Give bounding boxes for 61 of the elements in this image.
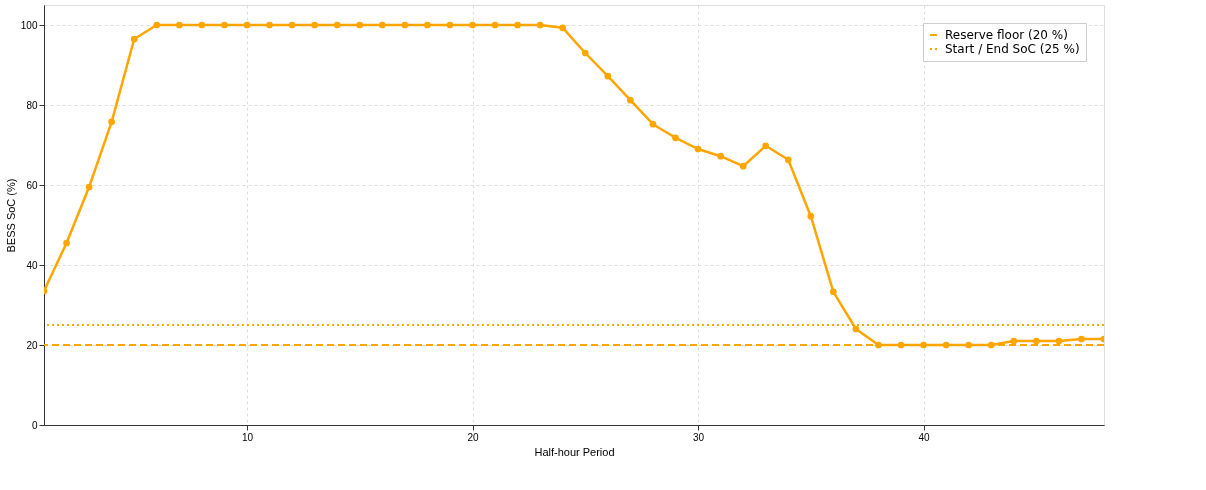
point — [198, 21, 206, 29]
point — [311, 21, 318, 29]
legend-label: Start / End SoC (25 %) — [945, 42, 1080, 56]
point — [875, 341, 882, 349]
legend-label: Reserve floor (20 %) — [945, 28, 1068, 42]
point — [739, 162, 747, 170]
point — [807, 212, 815, 220]
point — [920, 341, 927, 349]
point — [469, 21, 476, 29]
point — [581, 49, 589, 57]
point — [288, 21, 296, 29]
point — [627, 96, 634, 104]
point — [153, 21, 161, 29]
point — [536, 21, 544, 29]
y-tick-label: 100 — [20, 19, 38, 31]
point — [604, 72, 612, 80]
point — [85, 183, 93, 191]
y-tick-label: 80 — [26, 99, 38, 111]
point — [852, 325, 860, 333]
x-tick-label: 10 — [241, 431, 254, 443]
x-tick-label: 20 — [467, 431, 480, 443]
point — [63, 239, 70, 247]
point — [356, 21, 364, 29]
point — [401, 21, 409, 29]
point — [514, 21, 521, 29]
point — [424, 21, 431, 29]
point — [1032, 337, 1040, 345]
point — [333, 21, 341, 29]
point — [694, 145, 702, 153]
y-tick-label: 0 — [31, 419, 38, 431]
point — [108, 118, 116, 126]
point — [175, 21, 183, 29]
point — [987, 341, 995, 349]
y-tick-label: 20 — [26, 339, 38, 351]
point — [1055, 337, 1063, 345]
point — [762, 142, 770, 150]
point — [130, 35, 138, 43]
point — [649, 120, 657, 128]
point — [830, 288, 837, 296]
point — [965, 341, 973, 349]
point — [672, 134, 679, 142]
x-tick-label: 30 — [692, 431, 705, 443]
point — [1010, 337, 1018, 345]
y-axis-title: BESS SoC (%) — [4, 178, 17, 253]
point — [221, 21, 228, 29]
point — [266, 21, 273, 29]
point — [243, 21, 251, 29]
point — [897, 341, 905, 349]
point — [1078, 335, 1085, 343]
x-axis-title: Half-hour Period — [534, 445, 615, 458]
x-tick-label: 40 — [918, 431, 931, 443]
point — [491, 21, 499, 29]
y-tick-label: 40 — [26, 259, 38, 271]
point — [559, 24, 567, 32]
point — [378, 21, 386, 29]
point — [717, 152, 724, 160]
y-tick-label: 60 — [26, 179, 38, 191]
point — [446, 21, 454, 29]
line-series — [44, 21, 1104, 349]
point — [942, 341, 950, 349]
point — [784, 156, 792, 164]
